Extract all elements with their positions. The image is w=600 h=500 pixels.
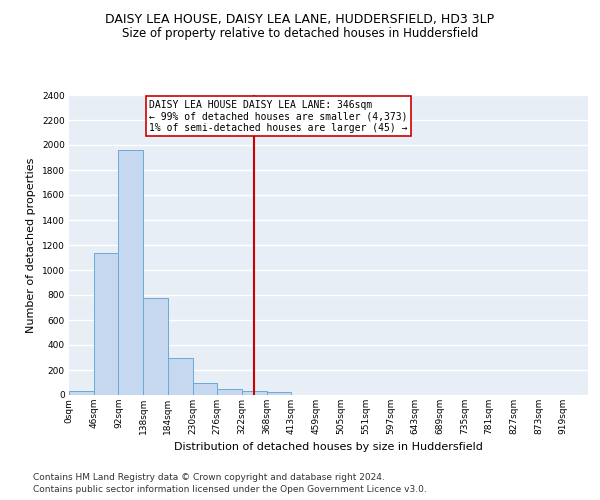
Bar <box>193 382 217 395</box>
Bar <box>242 390 267 395</box>
Bar <box>217 389 242 395</box>
Bar <box>94 252 118 395</box>
Text: Contains public sector information licensed under the Open Government Licence v3: Contains public sector information licen… <box>33 485 427 494</box>
Text: DAISY LEA HOUSE, DAISY LEA LANE, HUDDERSFIELD, HD3 3LP: DAISY LEA HOUSE, DAISY LEA LANE, HUDDERS… <box>106 12 494 26</box>
Bar <box>143 298 168 395</box>
Text: Contains HM Land Registry data © Crown copyright and database right 2024.: Contains HM Land Registry data © Crown c… <box>33 474 385 482</box>
Bar <box>69 390 94 395</box>
Bar <box>168 358 193 395</box>
X-axis label: Distribution of detached houses by size in Huddersfield: Distribution of detached houses by size … <box>174 442 483 452</box>
Text: Size of property relative to detached houses in Huddersfield: Size of property relative to detached ho… <box>122 28 478 40</box>
Bar <box>267 392 292 395</box>
Bar <box>118 150 143 395</box>
Y-axis label: Number of detached properties: Number of detached properties <box>26 158 36 332</box>
Text: DAISY LEA HOUSE DAISY LEA LANE: 346sqm
← 99% of detached houses are smaller (4,3: DAISY LEA HOUSE DAISY LEA LANE: 346sqm ←… <box>149 100 408 132</box>
